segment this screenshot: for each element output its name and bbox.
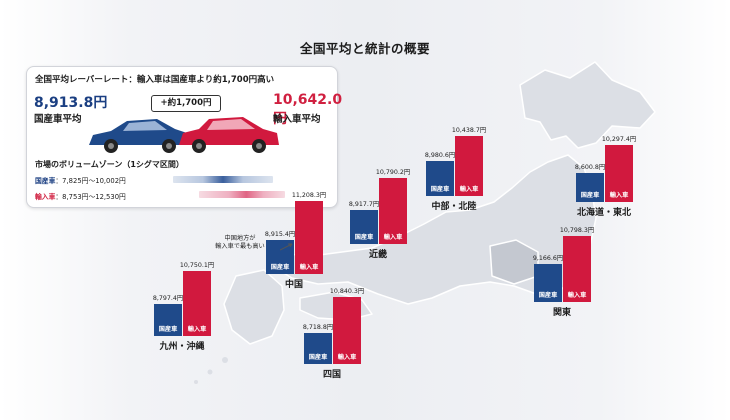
bar-domestic: 国産車 (534, 263, 562, 302)
bar-series-label: 国産車 (538, 292, 558, 299)
kyushu-shape (223, 269, 285, 345)
region-chart-6: 国産車 8,718.8円輸入車 10,840.3円四国 (300, 274, 365, 380)
bar-domestic: 国産車 (154, 303, 182, 336)
bar-series-label: 輸入車 (609, 192, 629, 199)
value-label-domestic: 8,718.8円 (302, 324, 334, 332)
value-label-domestic: 8,917.7円 (348, 200, 380, 208)
chugoku-note: 中国地方が 輸入車で最も高い (200, 235, 280, 251)
import-range-label: 輸入車 (35, 193, 56, 201)
import-car-icon (179, 117, 279, 153)
value-label-import: 10,750.1円 (179, 261, 215, 269)
region-chart-5: 国産車 8,797.4円輸入車 10,750.1円九州・沖縄 (150, 246, 215, 352)
difference-badge: +約1,700円 (151, 95, 221, 112)
value-label-domestic: 8,600.8円 (574, 164, 606, 172)
bar-series-label: 輸入車 (459, 186, 479, 193)
bar-series-label: 国産車 (308, 354, 328, 361)
region-chart-2: 国産車 8,917.7円輸入車 10,790.2円近畿 (346, 154, 411, 260)
hokkaido-shape (519, 61, 656, 149)
bar-series-label: 国産車 (158, 326, 178, 333)
bar-series-label: 国産車 (270, 264, 290, 271)
bar-domestic: 国産車 (304, 333, 332, 364)
page-title: 全国平均と統計の概要 (299, 41, 430, 56)
bar-import: 輸入車 (563, 236, 591, 302)
note-arrow-icon (280, 243, 293, 251)
import-range-value: ：8,753円〜12,530円 (55, 193, 126, 201)
volume-zone-title: 市場のボリュームゾーン（1シグマ区間） (35, 160, 184, 169)
domestic-volume-bar (173, 176, 273, 183)
bar-series-label: 国産車 (430, 186, 450, 193)
bar-import: 輸入車 (333, 297, 361, 364)
region-chart-3: 国産車 8,915.4円輸入車 11,208.3円中国 (262, 184, 327, 290)
value-label-import: 11,208.3円 (291, 192, 327, 200)
domestic-average-price: 8,913.8円 (34, 95, 108, 111)
value-label-import: 10,840.3円 (329, 288, 365, 296)
bar-import: 輸入車 (183, 270, 211, 336)
summary-card: 全国平均レーバーレート：輸入車は国産車より約1,700円高い 8,913.8円 … (26, 66, 342, 208)
region-name: 四国 (322, 370, 341, 380)
bar-series-label: 輸入車 (383, 234, 403, 241)
bar-series-label: 輸入車 (567, 292, 587, 299)
region-chart-0: 国産車 8,600.8円輸入車 10,297.4円北海道・東北 (572, 112, 637, 218)
bar-series-label: 国産車 (580, 192, 600, 199)
cars-illustration (89, 117, 279, 153)
value-label-import: 10,297.4円 (601, 135, 637, 143)
summary-headline: 全国平均レーバーレート：輸入車は国産車より約1,700円高い (35, 75, 275, 85)
value-label-import: 10,790.2円 (375, 169, 411, 177)
bar-series-label: 輸入車 (299, 264, 319, 271)
region-name: 中国 (284, 280, 303, 290)
note-line-2: 輸入車で最も高い (215, 243, 265, 250)
domestic-range-label: 国産車 (35, 177, 56, 185)
bar-import: 輸入車 (295, 201, 323, 274)
region-name: 近畿 (368, 250, 387, 260)
value-label-domestic: 8,980.6円 (424, 151, 456, 159)
bar-domestic: 国産車 (576, 173, 604, 202)
value-label-import: 10,798.3円 (559, 227, 595, 235)
bar-domestic: 国産車 (426, 160, 454, 196)
import-average-price: 10,642.0円 (273, 92, 343, 127)
bar-series-label: 国産車 (354, 234, 374, 241)
region-chart-4: 国産車 9,166.6円輸入車 10,798.3円関東 (530, 212, 595, 318)
region-name: 北海道・東北 (576, 208, 631, 218)
note-line-1: 中国地方が (224, 235, 256, 242)
value-label-domestic: 8,797.4円 (152, 294, 184, 302)
value-label-import: 10,438.7円 (451, 127, 487, 135)
import-volume-bar (199, 191, 285, 198)
region-name: 九州・沖縄 (159, 342, 205, 352)
bar-import: 輸入車 (379, 178, 407, 244)
import-average-label: 輸入車平均 (273, 114, 321, 125)
domestic-volume-zone: 国産車：7,825円〜10,002円 (35, 175, 126, 185)
region-name: 関東 (552, 308, 571, 318)
bar-series-label: 輸入車 (337, 354, 357, 361)
value-label-domestic: 8,915.4円 (264, 230, 296, 238)
value-label-domestic: 9,166.6円 (532, 254, 564, 262)
bar-series-label: 輸入車 (187, 326, 207, 333)
import-volume-zone: 輸入車：8,753円〜12,530円 (35, 191, 126, 201)
region-chart-1: 国産車 8,980.6円輸入車 10,438.7円中部・北陸 (422, 106, 487, 212)
domestic-average-label: 国産車平均 (34, 114, 82, 125)
domestic-car-icon (89, 119, 189, 153)
bar-import: 輸入車 (605, 144, 633, 202)
domestic-range-value: ：7,825円〜10,002円 (55, 177, 126, 185)
region-name: 中部・北陸 (431, 202, 477, 212)
bar-import: 輸入車 (455, 136, 483, 196)
bar-domestic: 国産車 (350, 209, 378, 244)
